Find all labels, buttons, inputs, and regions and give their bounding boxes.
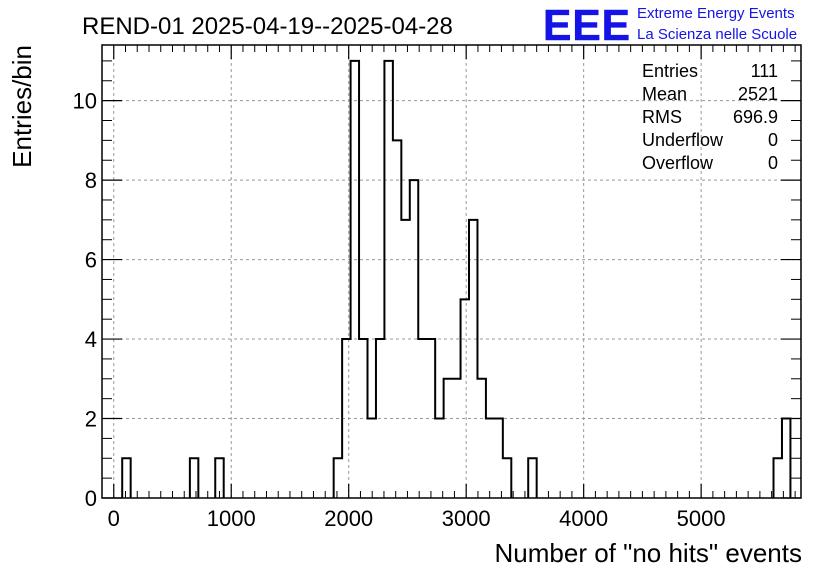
histogram-bin (368, 419, 376, 498)
plot-frame (101, 44, 802, 499)
x-tick-labels: 0 1000 2000 3000 4000 5000 (108, 506, 726, 531)
histogram-bin (401, 220, 409, 498)
stat-label-entries: Entries (642, 61, 698, 81)
histogram-bin (494, 419, 502, 498)
x-tick-label: 2000 (324, 506, 373, 531)
histogram-bin (359, 339, 367, 498)
histogram-bin (469, 220, 477, 498)
stat-label-overflow: Overflow (642, 153, 714, 173)
histogram-bin (376, 339, 384, 498)
histogram-bin (190, 458, 198, 498)
x-tick-label: 4000 (559, 506, 608, 531)
histogram-bin (444, 379, 452, 498)
y-tick-label: 0 (85, 486, 97, 511)
histogram-bin (477, 379, 485, 498)
histogram-bins (122, 61, 790, 498)
histogram-bin (334, 458, 342, 498)
histogram-bin (461, 299, 469, 498)
histogram-bin (384, 61, 392, 498)
stat-value-underflow: 0 (768, 130, 778, 150)
histogram-outline (121, 59, 792, 498)
y-tick-labels: 0 2 4 6 8 10 (73, 89, 97, 511)
eee-logo: EEE (543, 1, 631, 50)
y-tick-label: 4 (85, 327, 97, 352)
histogram-bin (393, 140, 401, 498)
histogram-bin (774, 458, 782, 498)
histogram-bin (503, 458, 511, 498)
stat-value-entries: 111 (751, 61, 778, 81)
stat-label-mean: Mean (642, 84, 687, 104)
histogram-bin (418, 339, 426, 498)
x-tick-label: 5000 (677, 506, 726, 531)
x-tick-label: 0 (108, 506, 120, 531)
histogram-bin (782, 419, 790, 498)
logo-line-2: La Scienza nelle Scuole (637, 26, 797, 43)
x-tick-label: 3000 (442, 506, 491, 531)
y-tick-label: 8 (85, 168, 97, 193)
x-tick-label: 1000 (207, 506, 256, 531)
histogram-bin (122, 458, 130, 498)
y-axis-label: Entries/bin (7, 45, 37, 168)
histogram-bin (452, 379, 460, 498)
stat-label-rms: RMS (642, 107, 682, 127)
stat-label-underflow: Underflow (642, 130, 724, 150)
histogram-bin (342, 339, 350, 498)
histogram-bin (528, 458, 536, 498)
x-axis-label: Number of "no hits" events (495, 538, 803, 568)
y-tick-label: 10 (73, 89, 97, 114)
histogram-bin (435, 419, 443, 498)
axis-ticks (101, 45, 801, 499)
y-tick-label: 6 (85, 248, 97, 273)
histogram-bin (215, 458, 223, 498)
stat-value-rms: 696.9 (733, 107, 778, 127)
histogram-bin (410, 180, 418, 498)
grid-lines (102, 45, 801, 498)
y-tick-label: 2 (85, 407, 97, 432)
chart-title: REND-01 2025-04-19--2025-04-28 (82, 13, 453, 40)
histogram-bin (351, 61, 359, 498)
histogram-bin (486, 419, 494, 498)
histogram-bin (427, 339, 435, 498)
stats-box: Entries 111 Mean 2521 RMS 696.9 Underflo… (642, 61, 778, 173)
logo-line-1: Extreme Energy Events (637, 5, 795, 22)
stat-value-overflow: 0 (768, 153, 778, 173)
stat-value-mean: 2521 (738, 84, 778, 104)
